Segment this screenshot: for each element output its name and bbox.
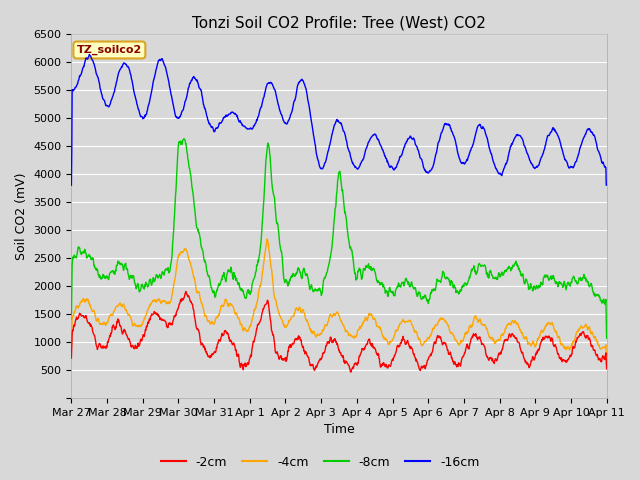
Text: TZ_soilco2: TZ_soilco2: [77, 45, 142, 55]
Title: Tonzi Soil CO2 Profile: Tree (West) CO2: Tonzi Soil CO2 Profile: Tree (West) CO2: [192, 15, 486, 30]
X-axis label: Time: Time: [324, 423, 355, 436]
Y-axis label: Soil CO2 (mV): Soil CO2 (mV): [15, 172, 28, 260]
Legend: -2cm, -4cm, -8cm, -16cm: -2cm, -4cm, -8cm, -16cm: [156, 451, 484, 474]
